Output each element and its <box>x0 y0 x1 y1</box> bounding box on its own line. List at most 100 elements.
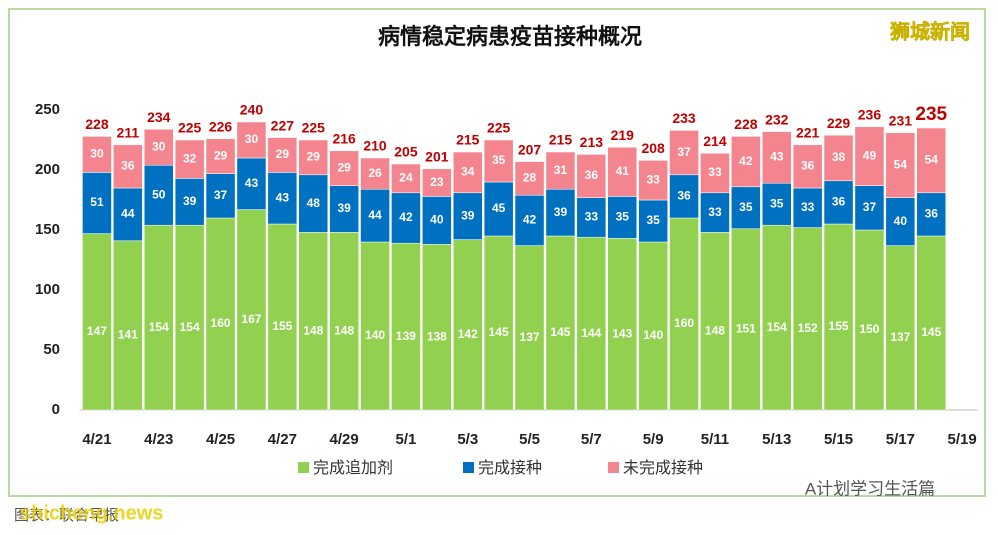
legend-label: 未完成接种 <box>623 459 703 477</box>
bar-segment <box>113 187 143 242</box>
segment-label: 144 <box>581 326 601 340</box>
segment-label: 28 <box>523 171 537 185</box>
account: A计划学习生活篇 <box>805 479 935 498</box>
segment-label: 147 <box>87 324 107 338</box>
bar-segment <box>360 157 390 190</box>
x-tick-label: 5/9 <box>643 431 664 448</box>
total-label: 201 <box>425 149 449 165</box>
total-label: 229 <box>827 115 851 131</box>
segment-label: 137 <box>520 330 540 344</box>
segment-label: 154 <box>149 320 169 334</box>
segment-label: 41 <box>616 164 630 178</box>
total-label: 208 <box>641 140 665 156</box>
segment-label: 43 <box>276 190 290 204</box>
bar-segment <box>143 164 174 226</box>
total-label: 225 <box>178 120 202 136</box>
bar-segment <box>514 161 545 196</box>
segment-label: 33 <box>708 205 722 219</box>
bar-segment <box>669 174 699 219</box>
segment-label: 29 <box>276 147 290 161</box>
x-tick-label: 4/27 <box>268 431 297 448</box>
bar-segment <box>885 197 916 246</box>
bar-segment <box>514 245 545 411</box>
segment-label: 138 <box>427 329 447 343</box>
bar-segment <box>174 224 205 411</box>
segment-label: 43 <box>770 150 784 164</box>
segment-label: 145 <box>489 325 509 339</box>
segment-label: 148 <box>705 323 725 337</box>
bar-segment <box>916 127 947 194</box>
segment-label: 155 <box>272 319 292 333</box>
bar-segment <box>236 209 267 411</box>
bar-segment <box>761 131 792 184</box>
segment-label: 37 <box>677 145 691 159</box>
segment-label: 29 <box>337 160 351 174</box>
bar-segment <box>113 144 143 189</box>
segment-label: 42 <box>739 154 753 168</box>
total-label: 214 <box>703 133 727 149</box>
segment-label: 34 <box>461 165 475 179</box>
bar-segment <box>143 128 174 166</box>
total-label: 233 <box>672 110 696 126</box>
segment-label: 151 <box>736 322 756 336</box>
bar-segment <box>143 224 174 411</box>
segment-label: 29 <box>307 150 321 164</box>
total-label: 207 <box>518 141 542 157</box>
bar-segment <box>761 182 792 226</box>
x-tick-label: 5/1 <box>396 431 417 448</box>
bar-segment <box>700 192 730 233</box>
segment-label: 36 <box>585 168 599 182</box>
bar-segment <box>452 239 483 411</box>
bar-segment <box>483 139 514 183</box>
segment-label: 154 <box>767 320 787 334</box>
bar-segment <box>82 136 112 173</box>
segment-label: 37 <box>863 200 877 214</box>
watermark: 狮城新闻 <box>890 19 970 43</box>
segment-label: 35 <box>492 153 506 167</box>
total-label: 240 <box>240 102 264 118</box>
segment-label: 35 <box>646 213 660 227</box>
bar-segment <box>452 151 483 194</box>
total-label: 234 <box>147 109 171 125</box>
segment-label: 42 <box>523 213 537 227</box>
bar-segment <box>916 235 947 411</box>
legend-label: 完成追加剂 <box>313 459 393 477</box>
bar-segment <box>576 197 607 238</box>
y-tick-label: 0 <box>52 401 60 418</box>
segment-label: 140 <box>643 328 663 342</box>
segment-label: 50 <box>152 187 166 201</box>
segment-label: 35 <box>770 196 784 210</box>
segment-label: 31 <box>554 163 568 177</box>
bar-segment <box>731 228 761 411</box>
segment-label: 30 <box>90 147 104 161</box>
total-label: 213 <box>580 134 604 150</box>
bar-segment <box>823 180 854 225</box>
bar-segment <box>422 168 452 197</box>
total-label: 216 <box>332 131 356 147</box>
x-tick-label: 5/7 <box>581 431 602 448</box>
segment-label: 30 <box>245 132 259 146</box>
segment-label: 145 <box>921 325 941 339</box>
bar-segment <box>360 241 390 411</box>
bar-segment <box>391 163 421 194</box>
segment-label: 145 <box>550 325 570 339</box>
segment-label: 33 <box>708 165 722 179</box>
bar-segment <box>298 232 329 411</box>
legend-swatch <box>298 462 309 473</box>
bar-segment <box>391 192 421 244</box>
bar-segment <box>545 151 576 190</box>
bar-segment <box>638 241 668 411</box>
bar-segment <box>298 174 329 233</box>
segment-label: 167 <box>241 312 261 326</box>
total-label: 225 <box>302 120 326 136</box>
total-label: 210 <box>363 138 387 154</box>
segment-label: 148 <box>303 323 323 337</box>
bar-segment <box>205 173 236 219</box>
segment-label: 24 <box>399 171 413 185</box>
bar-segment <box>329 185 359 233</box>
bar-segment <box>823 134 854 182</box>
legend-swatch <box>463 462 474 473</box>
segment-label: 45 <box>492 201 506 215</box>
segment-label: 37 <box>214 188 228 202</box>
bar-segment <box>82 233 112 411</box>
